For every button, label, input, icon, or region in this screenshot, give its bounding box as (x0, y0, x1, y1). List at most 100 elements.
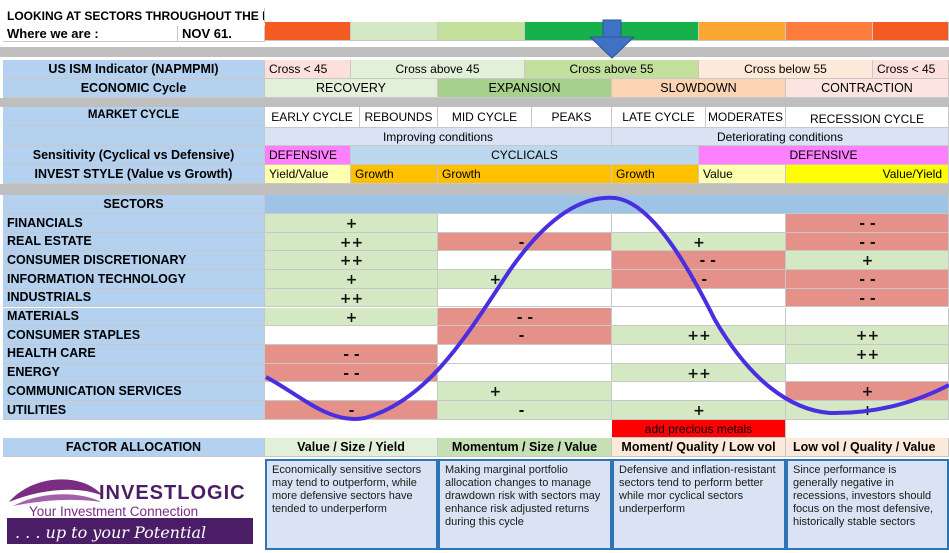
sector-cell (438, 326, 612, 345)
sector-cell (265, 307, 438, 327)
style-value: Value (699, 165, 786, 184)
sector-rating: ++ (339, 234, 364, 251)
logo-tagline: Your Investment Connection (29, 504, 199, 519)
sector-rating: - - (343, 346, 360, 363)
description-recovery: Economically sensitive sectors may tend … (265, 459, 438, 550)
sector-rating: - (518, 234, 525, 251)
timeline-bar-lightgreen-2 (438, 22, 525, 41)
sector-cell (612, 401, 786, 420)
timeline-bar-orange-2 (786, 22, 873, 41)
sector-rating: + (861, 384, 874, 401)
sector-rating: - - (516, 309, 534, 326)
stage-rebounds: REBOUNDS (360, 107, 438, 128)
phase-slowdown: SLOWDOWN (612, 79, 786, 98)
stage-late-cycle: LATE CYCLE (612, 107, 706, 128)
sector-cell (265, 270, 438, 289)
sector-name-energy: ENERGY (3, 363, 265, 383)
sector-rating: + (861, 253, 874, 270)
sector-cell (612, 251, 786, 271)
sector-rating: ++ (339, 253, 364, 270)
sector-cell (612, 363, 786, 383)
timeline-bar-green-2 (612, 22, 699, 41)
ism-segment-1: Cross < 45 (265, 60, 351, 79)
sector-cell (612, 232, 786, 252)
sensitivity-cyclicals: CYCLICALS (351, 146, 699, 165)
sector-name-consumer-staples: CONSUMER STAPLES (3, 326, 265, 345)
ism-segment-2: Cross above 45 (351, 60, 525, 79)
sector-rating: ++ (855, 346, 880, 363)
sector-rating: - (518, 403, 525, 419)
sensitivity-defensive-1: DEFENSIVE (265, 146, 351, 165)
description-contraction: Since performance is generally negative … (786, 459, 949, 550)
sector-rating: - - (343, 365, 360, 382)
factor-expansion: Momentum / Size / Value (438, 438, 612, 457)
separator-band-3 (0, 184, 949, 195)
sector-cell (438, 344, 612, 364)
sector-rating: - (518, 328, 525, 345)
sector-cell (438, 214, 612, 233)
sector-rating: - - (859, 216, 876, 232)
sector-cell (612, 307, 786, 327)
sector-name-utilities: UTILITIES (3, 401, 265, 420)
sectors-header: SECTORS (3, 195, 265, 214)
logo-brand: INVESTLOGIC (99, 482, 246, 504)
sector-name-materials: MATERIALS (3, 307, 265, 327)
sector-rating: + (345, 309, 358, 326)
sector-cell (612, 326, 786, 345)
sector-rating: + (693, 234, 705, 251)
condition-improving: Improving conditions (265, 128, 612, 146)
sector-rating: - - (859, 290, 876, 307)
investlogic-logo: INVESTLOGIC Your Investment Connection .… (3, 468, 259, 548)
stage-early-cycle: EARLY CYCLE (265, 107, 360, 128)
market-cycle-label: MARKET CYCLE (3, 107, 265, 126)
economic-cycle-label: ECONOMIC Cycle (3, 79, 265, 98)
sector-rating: - - (859, 234, 876, 251)
timeline-bar-red-1 (265, 22, 351, 41)
sector-cell (265, 326, 438, 345)
stage-peaks: PEAKS (532, 107, 612, 128)
style-yield-value-1: Yield/Value (265, 165, 351, 184)
current-position-arrow-icon (588, 19, 636, 59)
sector-cell (612, 214, 786, 233)
style-growth-2: Growth (438, 165, 612, 184)
precious-metals-note: add precious metals (612, 420, 786, 438)
sector-name-consumer-discretionary: CONSUMER DISCRETIONARY (3, 251, 265, 271)
sector-name-real-estate: REAL ESTATE (3, 232, 265, 252)
factor-allocation-label: FACTOR ALLOCATION (3, 438, 265, 457)
ism-segment-4: Cross below 55 (699, 60, 873, 79)
business-cycle-curve (265, 195, 949, 422)
stage-moderates: MODERATES (706, 107, 786, 128)
sector-rating: - - (859, 272, 876, 289)
description-expansion: Making marginal portfolio allocation cha… (438, 459, 612, 550)
timeline-bar-lightgreen-1 (351, 22, 438, 41)
sector-rating: + (489, 384, 502, 401)
invest-style-label: INVEST STYLE (Value vs Growth) (3, 165, 265, 184)
where-value: NOV 61. (178, 26, 265, 42)
sector-cell (438, 288, 612, 308)
sector-rating: - - (699, 253, 716, 270)
ism-segment-3: Cross above 55 (525, 60, 699, 79)
ism-segment-5: Cross < 45 (873, 60, 949, 79)
sector-cell (265, 214, 438, 233)
sector-name-industrials: INDUSTRIALS (3, 288, 265, 308)
logo-slogan: . . . up to your Potential (15, 523, 207, 542)
style-growth-1: Growth (351, 165, 438, 184)
style-growth-3: Growth (612, 165, 699, 184)
sector-cell (265, 288, 438, 308)
sector-cell (265, 344, 438, 364)
sector-name-financials: FINANCIALS (3, 214, 265, 233)
sector-name-health-care: HEALTH CARE (3, 344, 265, 364)
timeline-bar-orange-1 (699, 22, 786, 41)
sector-cell (612, 382, 786, 401)
sector-rating: + (345, 216, 358, 232)
factor-recovery: Value / Size / Yield (265, 438, 438, 457)
sheet-title: LOOKING AT SECTORS THROUGHOUT THE BUSINE… (3, 8, 265, 23)
phase-recovery: RECOVERY (265, 79, 438, 98)
separator-band (0, 47, 949, 57)
sector-cell (438, 382, 612, 401)
sector-cell (438, 251, 612, 271)
condition-deteriorating: Deteriorating conditions (612, 128, 949, 146)
ism-label: US ISM Indicator (NAPMPMI) (3, 60, 265, 79)
